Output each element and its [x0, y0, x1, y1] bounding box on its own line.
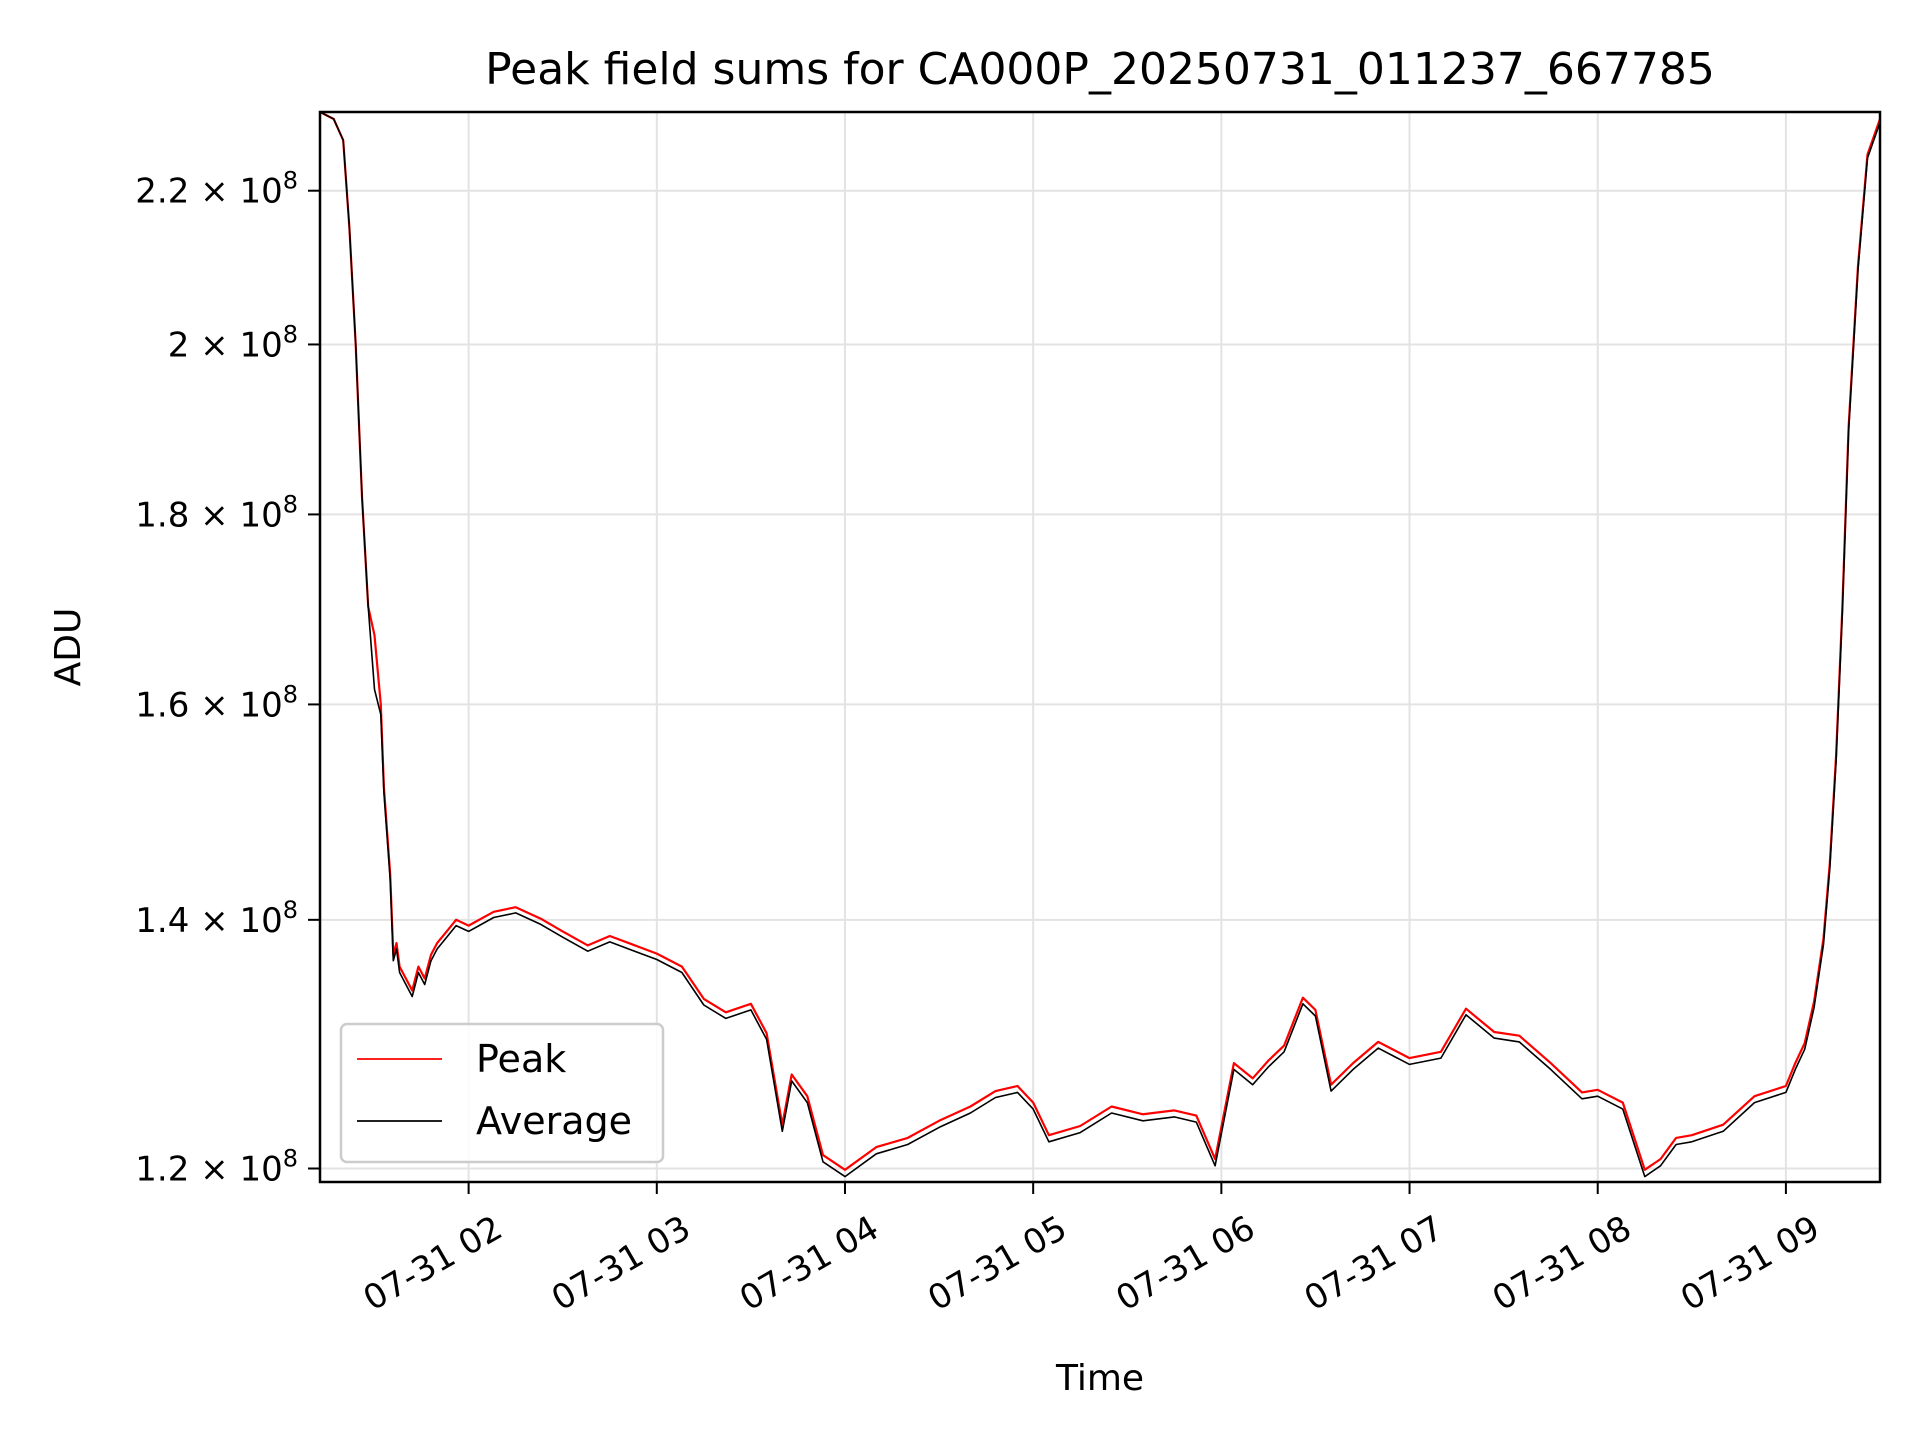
y-tick-label: 2 × 108 — [168, 320, 298, 365]
legend: Peak Average — [339, 1022, 665, 1164]
series-layer — [320, 112, 1880, 1178]
y-tick-label: 1.6 × 108 — [135, 680, 298, 725]
y-axis-label: ADU — [48, 608, 89, 687]
plot-frame — [318, 110, 1882, 1184]
y-axis-ticks: 1.2 × 108 1.4 × 108 1.6 × 108 1.8 × 108 2 × … — [135, 167, 320, 1190]
series-line-peak — [320, 112, 1880, 1171]
legend-label-peak: Peak — [476, 1037, 566, 1081]
y-tick-label: 1.8 × 108 — [135, 490, 298, 535]
y-tick-label: 2.2 × 108 — [135, 167, 298, 212]
y-tick-label: 1.2 × 108 — [135, 1145, 298, 1190]
y-tick-label: 1.4 × 108 — [135, 896, 298, 941]
grid — [320, 112, 1880, 1182]
x-axis-label: Time — [1055, 1358, 1144, 1399]
legend-label-average: Average — [476, 1099, 632, 1143]
chart-title: Peak field sums for CA000P_20250731_0112… — [485, 44, 1715, 95]
series-line-average — [320, 112, 1880, 1178]
